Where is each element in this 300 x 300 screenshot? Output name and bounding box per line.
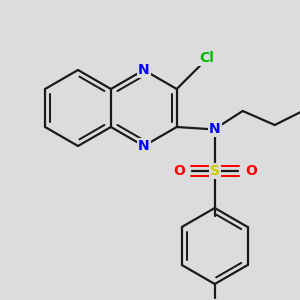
Text: Cl: Cl: [199, 51, 214, 65]
Text: N: N: [138, 63, 150, 77]
Text: S: S: [210, 164, 220, 178]
Text: O: O: [245, 164, 257, 178]
Text: N: N: [138, 139, 150, 153]
Text: N: N: [209, 122, 220, 136]
Text: O: O: [173, 164, 185, 178]
